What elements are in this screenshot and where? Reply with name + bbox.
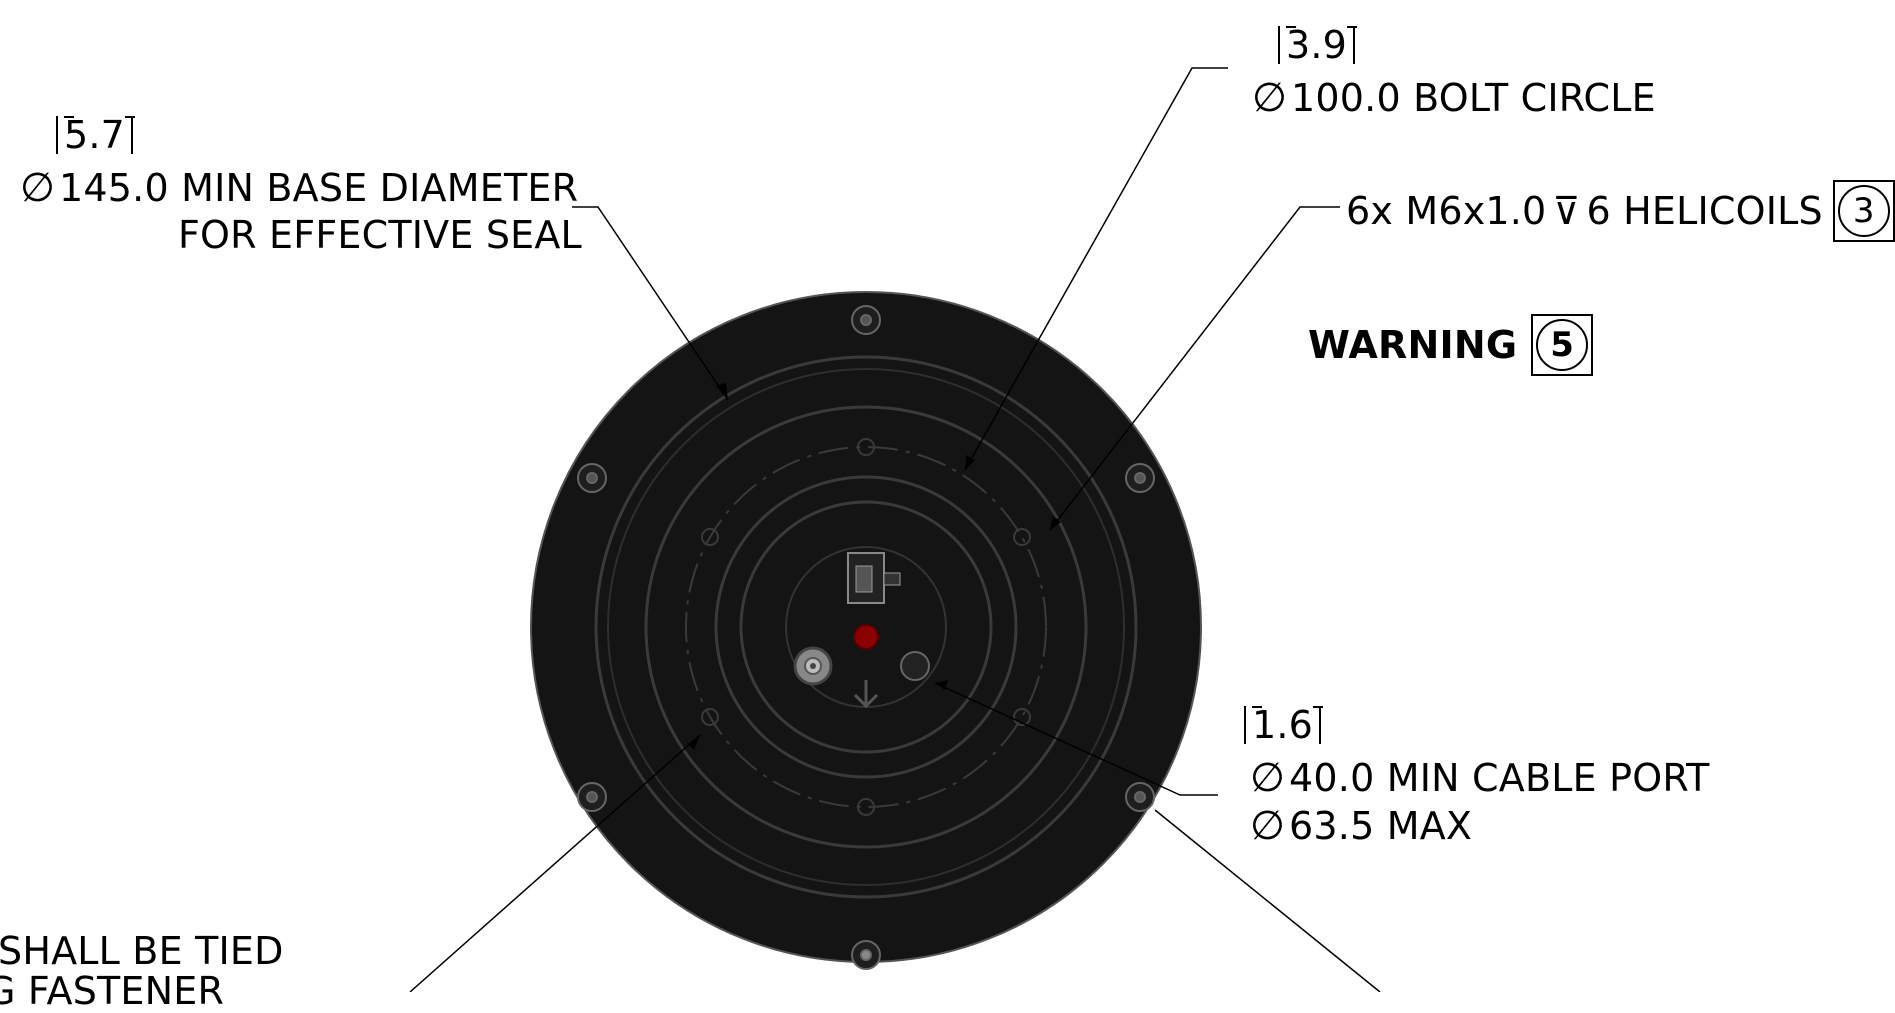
seal-ring-1 [594,355,1138,899]
bolt-circle-line: ∅ 100.0 BOLT CIRCLE [1252,78,1656,118]
base-diameter-note: 5.7 [52,116,136,154]
cutoff-text-1: SHALL BE TIED [0,929,284,973]
inch-value: 1.6 [1244,706,1324,744]
cable-port-line2: ∅ 63.5 MAX [1250,806,1472,846]
cable-port-max-text: 63.5 MAX [1289,804,1473,848]
base-diameter-line1: ∅ 145.0 MIN BASE DIAMETER [20,168,578,208]
cable-port [900,651,930,681]
cable-port-inch: 1.6 [1244,706,1324,744]
inch-value: 3.9 [1278,26,1358,64]
seal-note-text: FOR EFFECTIVE SEAL [178,213,582,257]
diameter-symbol: ∅ [1250,803,1286,849]
bolt-circle-text: 100.0 BOLT CIRCLE [1291,76,1656,120]
ref-box-3: 3 [1832,180,1895,242]
connector-icon [847,552,901,604]
bolt-circle-inch: 3.9 [1278,26,1358,64]
inch-value: 5.7 [56,116,136,154]
ref-number: 3 [1837,185,1890,237]
cable-port-text: 40.0 MIN CABLE PORT [1289,756,1710,800]
helicoils-note: 6x M6x1.0 ⊽ 6 HELICOILS 3 [1346,180,1895,242]
seal-ring-4 [714,475,1018,779]
cable-port-line1: ∅ 40.0 MIN CABLE PORT [1250,758,1710,798]
helicoils-text: 6 HELICOILS [1586,189,1823,233]
helicoil-holes [701,438,1031,816]
cutoff-text-2: G FASTENER [0,969,225,1013]
diameter-symbol: ∅ [20,165,56,211]
cutoff-note-line1: SHALL BE TIED [0,932,284,970]
diameter-symbol: ∅ [1250,755,1286,801]
leader-lines [409,67,1381,992]
leader-arrowheads [688,383,1061,750]
seal-ring-3 [644,405,1088,849]
diameter-symbol: ∅ [1252,75,1288,121]
vent-fitting-icon [793,646,833,686]
thread-spec-text: 6x M6x1.0 [1346,189,1547,233]
down-arrow-icon [853,680,879,709]
base-diameter-text: 145.0 MIN BASE DIAMETER [59,166,579,210]
depth-symbol: ⊽ [1552,189,1581,233]
warning-note: WARNING 5 [1308,314,1594,376]
red-indicator [853,624,879,650]
seal-ring-2 [607,368,1125,886]
base-diameter-line2: FOR EFFECTIVE SEAL [178,216,582,254]
ref-number: 5 [1536,319,1589,371]
seal-ring-5 [739,500,993,754]
ref-box-5: 5 [1531,314,1594,376]
cutoff-note-line2: G FASTENER [0,972,224,1010]
bolt-circle-dashed [685,446,1047,808]
warning-text: WARNING [1308,323,1518,367]
outer-fasteners [577,305,1155,970]
technical-drawing [409,67,1381,992]
